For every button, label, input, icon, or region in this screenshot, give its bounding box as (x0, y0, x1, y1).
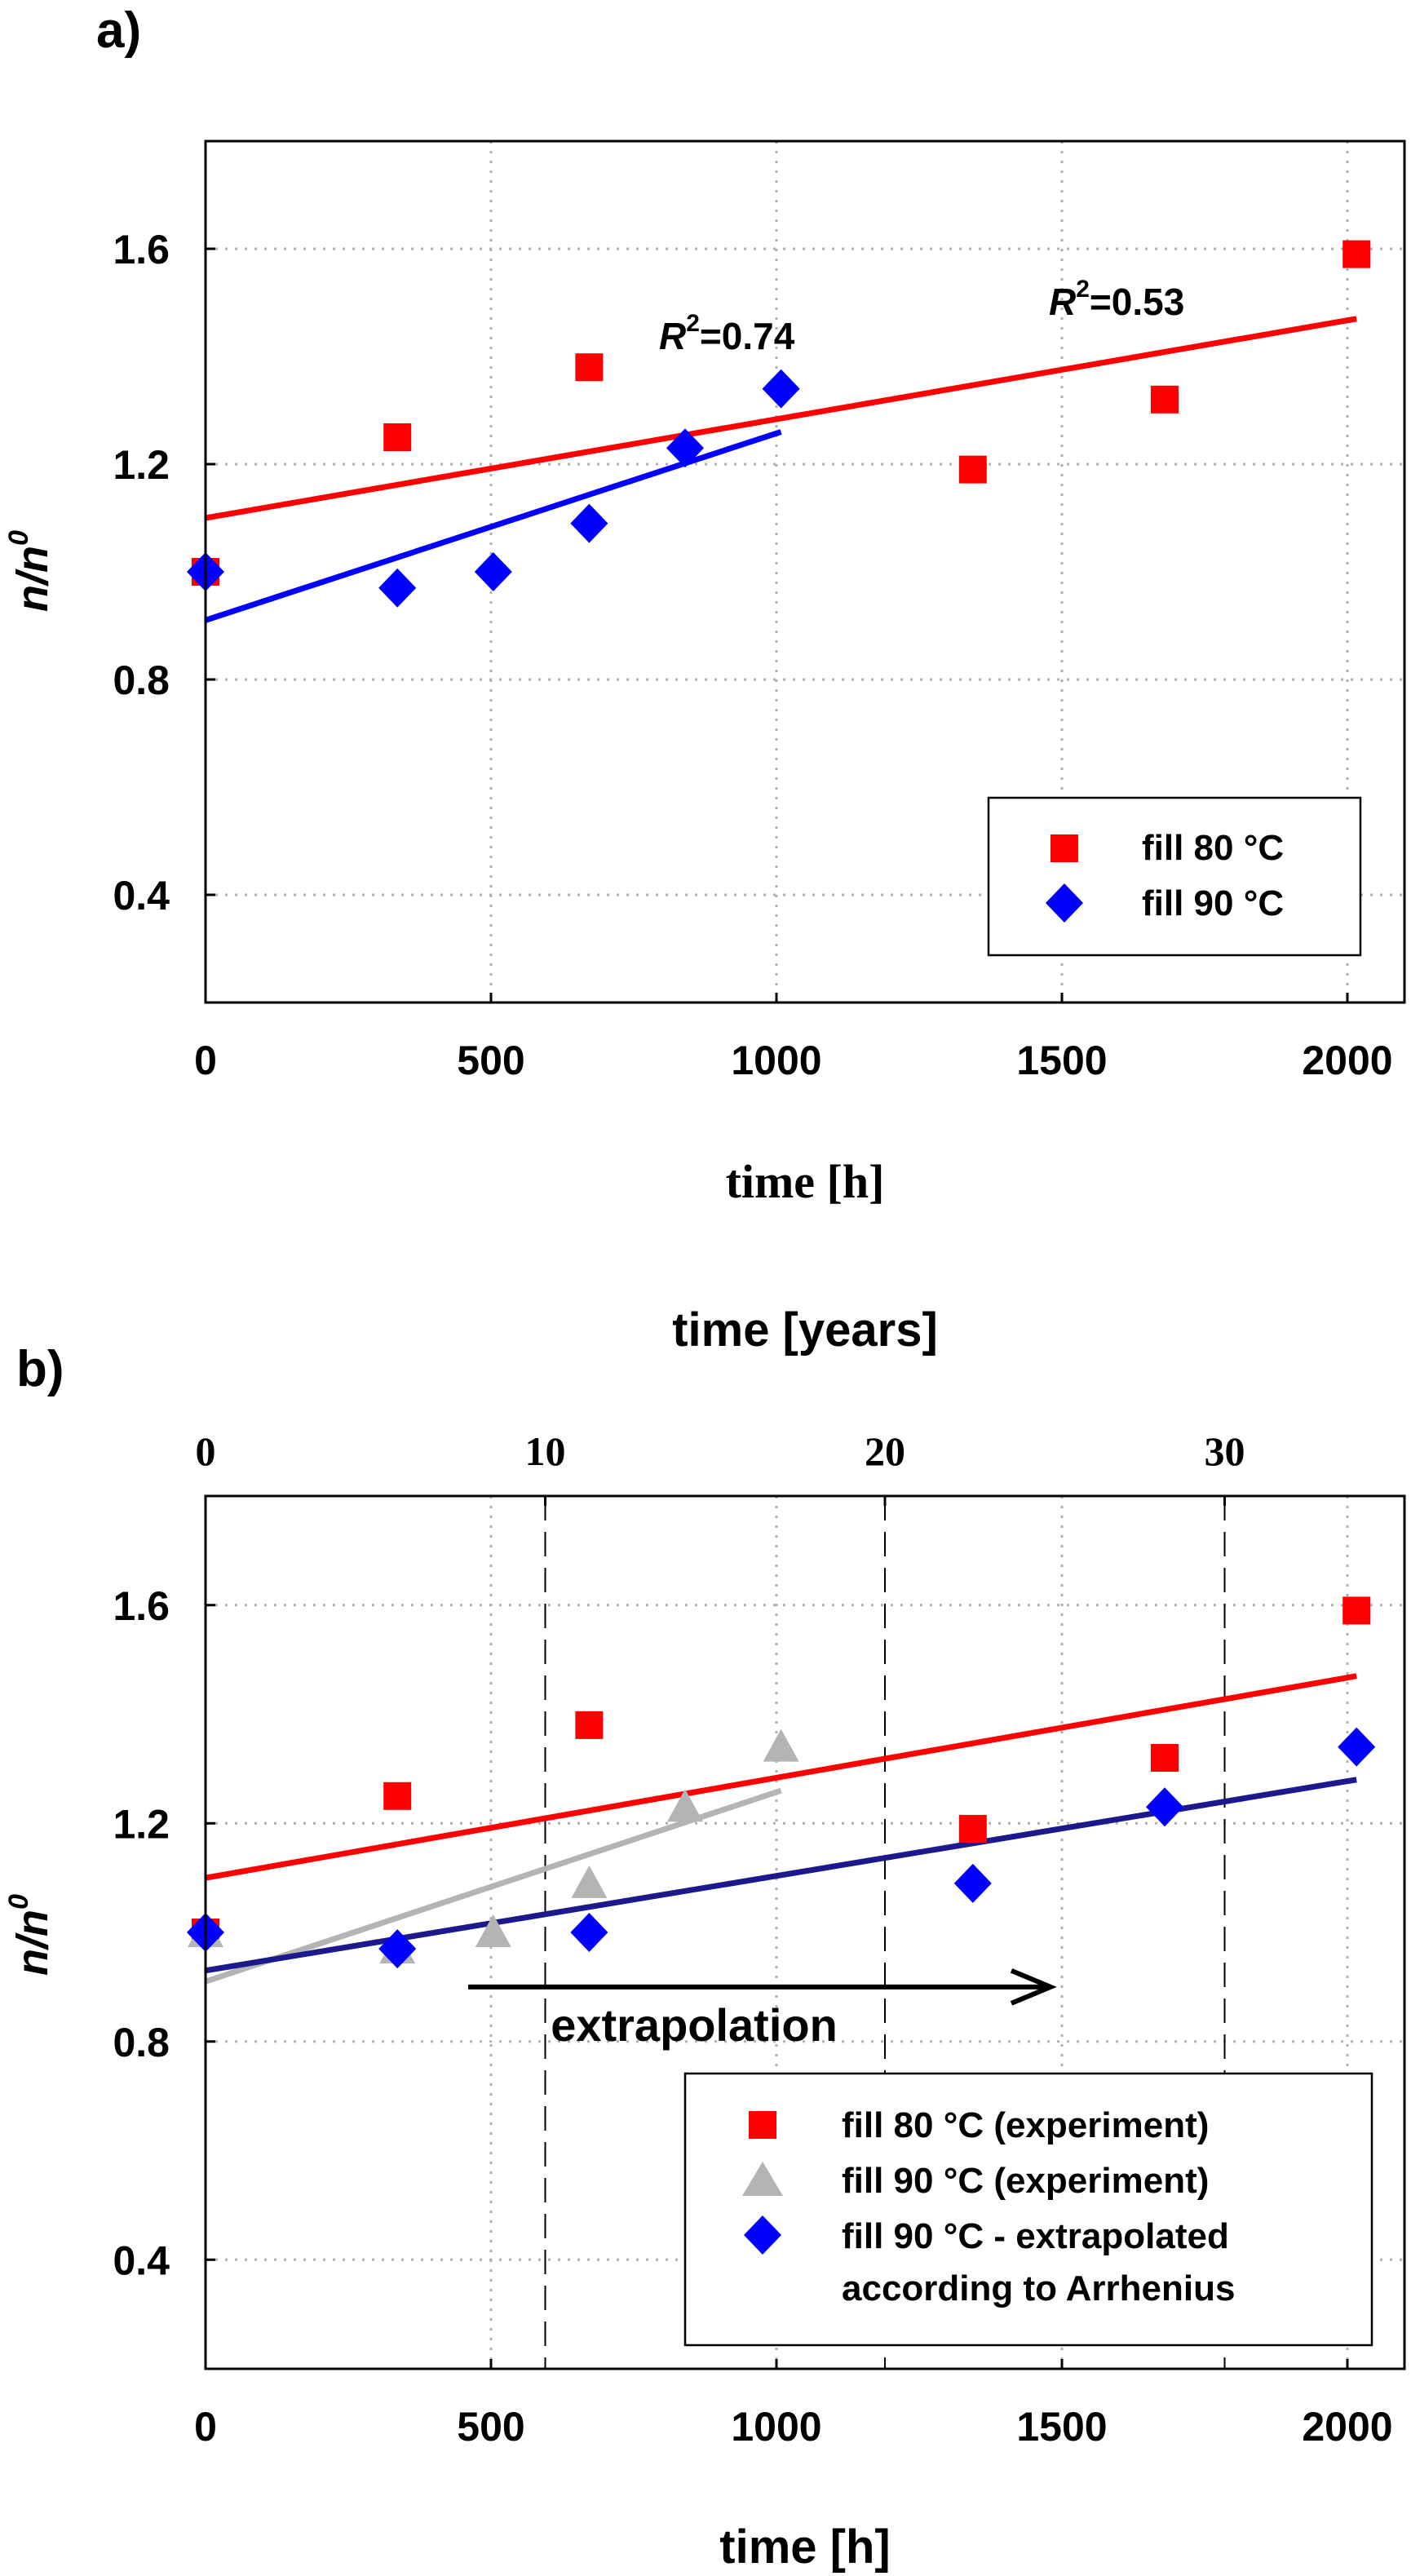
x-tick-label: 2000 (1302, 2404, 1392, 2450)
x-tick-label: 0 (194, 1038, 217, 1083)
x-tick-label: 1500 (1016, 1038, 1107, 1083)
legend-marker-square (1051, 834, 1078, 862)
legend-label-fill-90-extrapolated: fill 90 °C - extrapolated (842, 2216, 1229, 2256)
y-tick-label: 0.4 (113, 873, 170, 918)
point-fill-90-c (474, 552, 512, 591)
trendline (204, 429, 782, 623)
x-tick-label: 0 (194, 2404, 217, 2450)
panel-b-y-ticks: 0.4 0.8 1.2 1.6 (113, 1583, 215, 2283)
x-tick-label: 1000 (731, 2404, 821, 2450)
panel-a-points (187, 240, 1371, 608)
legend-marker-square (749, 2111, 776, 2139)
y-tick-label: 1.6 (113, 1583, 170, 1629)
x-tick-label: 500 (457, 1038, 524, 1083)
panel-a-plot-frame (204, 139, 1406, 1004)
x2-tick-label: 0 (196, 1428, 216, 1474)
panel-b-plot-frame (204, 1494, 1406, 2370)
legend-label-fill-80-experiment: fill 80 °C (experiment) (842, 2105, 1209, 2145)
legend-label-arrhenius: according to Arrhenius (842, 2268, 1235, 2308)
point-fill-90-c-experiment (571, 1865, 608, 1898)
panel-b-label: b) (16, 1341, 64, 1397)
panel-a: a) 0 500 1000 1500 2000 0.4 0.8 1.2 1.6 R2=0.74… (3, 2, 1406, 1208)
point-fill-90-c-extrapolated (1338, 1727, 1376, 1767)
panel-a-x-axis-title: time [h] (726, 1155, 885, 1208)
panel-b-top-x-ticks: 0 10 20 30 (196, 1428, 1245, 1506)
point-fill-90-c-extrapolated (378, 1929, 417, 1969)
legend-label-fill-80: fill 80 °C (1142, 828, 1284, 868)
x-tick-label: 1500 (1016, 2404, 1107, 2450)
legend-label-fill-90-experiment: fill 90 °C (experiment) (842, 2161, 1209, 2201)
point-fill-90-c (378, 568, 417, 608)
trendline (205, 1673, 1357, 1881)
legend-box (683, 2072, 1373, 2347)
point-fill-80-c-experiment (1342, 1596, 1371, 1625)
panel-b-y-axis-title: n/n0 (3, 1894, 57, 1976)
y-tick-label: 1.6 (113, 227, 170, 272)
panel-a-label: a) (96, 2, 141, 59)
panel-a-trendlines (204, 316, 1357, 623)
y-tick-label: 0.8 (113, 2020, 170, 2065)
panel-a-y-ticks: 0.4 0.8 1.2 1.6 (113, 227, 215, 918)
panel-b-x-axis-title: time [h] (719, 2521, 890, 2574)
point-fill-90-c-extrapolated (570, 1913, 608, 1952)
panel-a-y-axis-title: n/n0 (3, 530, 57, 612)
point-fill-80-c (383, 423, 412, 451)
point-fill-90-c-experiment (667, 1789, 703, 1822)
panel-a-legend: fill 80 °C fill 90 °C (987, 796, 1362, 957)
trendline (204, 1787, 782, 1985)
trendline (205, 316, 1357, 521)
point-fill-80-c (1342, 240, 1371, 268)
point-fill-80-c-experiment (575, 1711, 604, 1739)
point-fill-90-c-extrapolated (953, 1863, 992, 1903)
point-fill-80-c-experiment (383, 1782, 412, 1810)
extrapolation-label: extrapolation (551, 1999, 838, 2051)
point-fill-90-c-experiment (763, 1728, 799, 1762)
x-tick-label: 500 (457, 2404, 524, 2450)
x-tick-label: 2000 (1302, 1038, 1392, 1083)
x2-tick-label: 10 (525, 1428, 566, 1474)
legend-marker-diamond (744, 2215, 781, 2255)
point-fill-90-c (762, 369, 800, 409)
y-tick-label: 1.2 (113, 442, 170, 488)
trendline (205, 1777, 1357, 1974)
point-fill-90-c-extrapolated (1146, 1787, 1183, 1827)
panel-a-r2-annotations: R2=0.74 R2=0.53 (659, 276, 1184, 357)
panel-a-x-ticks: 0 500 1000 1500 2000 (194, 993, 1393, 1083)
panel-b-legend: fill 80 °C (experiment) fill 90 °C (expe… (683, 2072, 1373, 2347)
y-tick-label: 0.4 (113, 2237, 170, 2283)
panel-b: b) time [years] 0 500 1000 1500 2000 0 10 20 30… (3, 1303, 1406, 2574)
legend-box (987, 796, 1362, 957)
point-fill-90-c-experiment (475, 1914, 511, 1947)
r2-label-fill-90: R2=0.74 (659, 310, 795, 357)
point-fill-90-c (666, 428, 704, 468)
y-tick-label: 0.8 (113, 657, 170, 703)
legend-marker-triangle (742, 2162, 783, 2196)
legend-label-fill-90: fill 90 °C (1142, 883, 1284, 923)
panel-b-top-axis-title: time [years] (672, 1303, 938, 1357)
point-fill-80-c-experiment (1151, 1744, 1179, 1772)
panel-b-x-ticks: 0 500 1000 1500 2000 (194, 2359, 1393, 2450)
point-fill-80-c (1151, 385, 1179, 414)
panel-b-trendlines (204, 1673, 1357, 1985)
extrapolation-arrow (468, 1968, 1057, 2006)
extrapolation-arrow-head (1010, 1968, 1057, 2006)
panel-b-points (187, 1596, 1376, 1969)
x-tick-label: 1000 (731, 1038, 821, 1083)
x2-tick-label: 20 (865, 1428, 905, 1474)
point-fill-80-c-experiment (958, 1814, 987, 1843)
point-fill-80-c (958, 455, 987, 484)
legend-marker-diamond (1046, 883, 1083, 923)
point-fill-90-c (570, 503, 608, 543)
r2-label-fill-80: R2=0.53 (1049, 276, 1184, 323)
x2-tick-label: 30 (1205, 1428, 1245, 1474)
y-tick-label: 1.2 (113, 1801, 170, 1847)
point-fill-80-c (575, 353, 604, 382)
